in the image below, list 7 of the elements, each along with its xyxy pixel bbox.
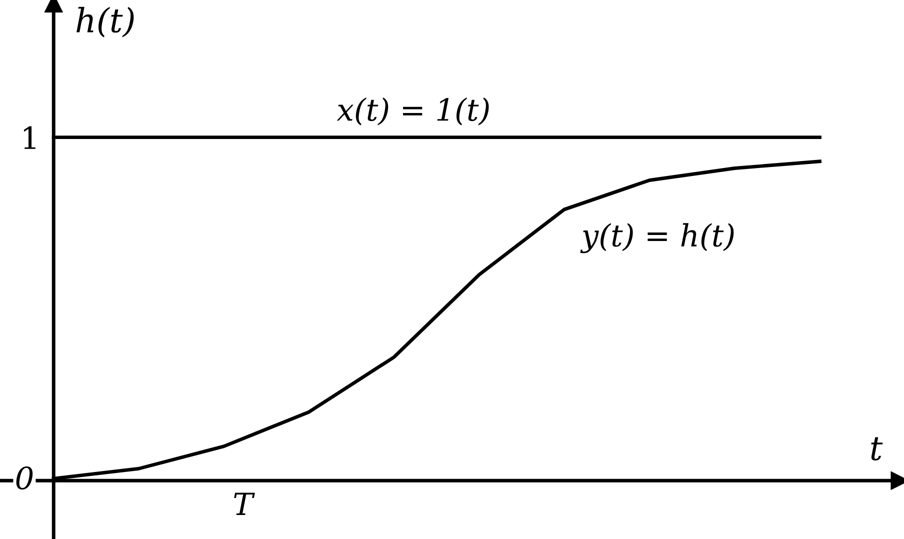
y-tick-label: 1	[24, 126, 36, 149]
series-label: x(t) = 1(t)	[336, 97, 489, 126]
x-axis-title: t	[871, 437, 883, 460]
annotation: T	[234, 492, 255, 515]
y-tick-label: 0	[16, 466, 33, 490]
y-axis-title: h(t)	[76, 6, 134, 38]
series-label: y(t) = h(t)	[580, 223, 734, 254]
